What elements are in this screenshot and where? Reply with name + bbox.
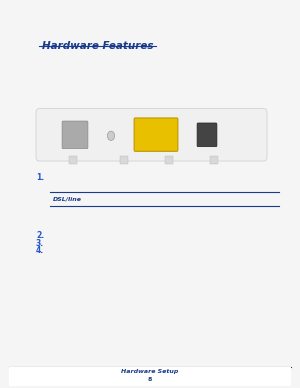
FancyBboxPatch shape — [62, 121, 88, 149]
Bar — [165, 156, 172, 164]
Text: 2.: 2. — [36, 231, 44, 240]
Bar — [210, 156, 218, 164]
Text: 1.: 1. — [36, 173, 44, 182]
FancyBboxPatch shape — [197, 123, 217, 147]
Bar — [69, 156, 76, 164]
Bar — [120, 156, 127, 164]
Text: 3.: 3. — [36, 239, 44, 248]
Text: Hardware Features: Hardware Features — [42, 41, 154, 51]
Text: Hardware Setup: Hardware Setup — [121, 369, 179, 374]
FancyBboxPatch shape — [36, 109, 267, 161]
Text: 8: 8 — [148, 377, 152, 382]
FancyBboxPatch shape — [134, 118, 178, 151]
Bar — [9, 367, 291, 386]
Text: 4.: 4. — [36, 246, 44, 255]
Text: DSL/line: DSL/line — [52, 196, 82, 201]
Circle shape — [107, 131, 115, 140]
